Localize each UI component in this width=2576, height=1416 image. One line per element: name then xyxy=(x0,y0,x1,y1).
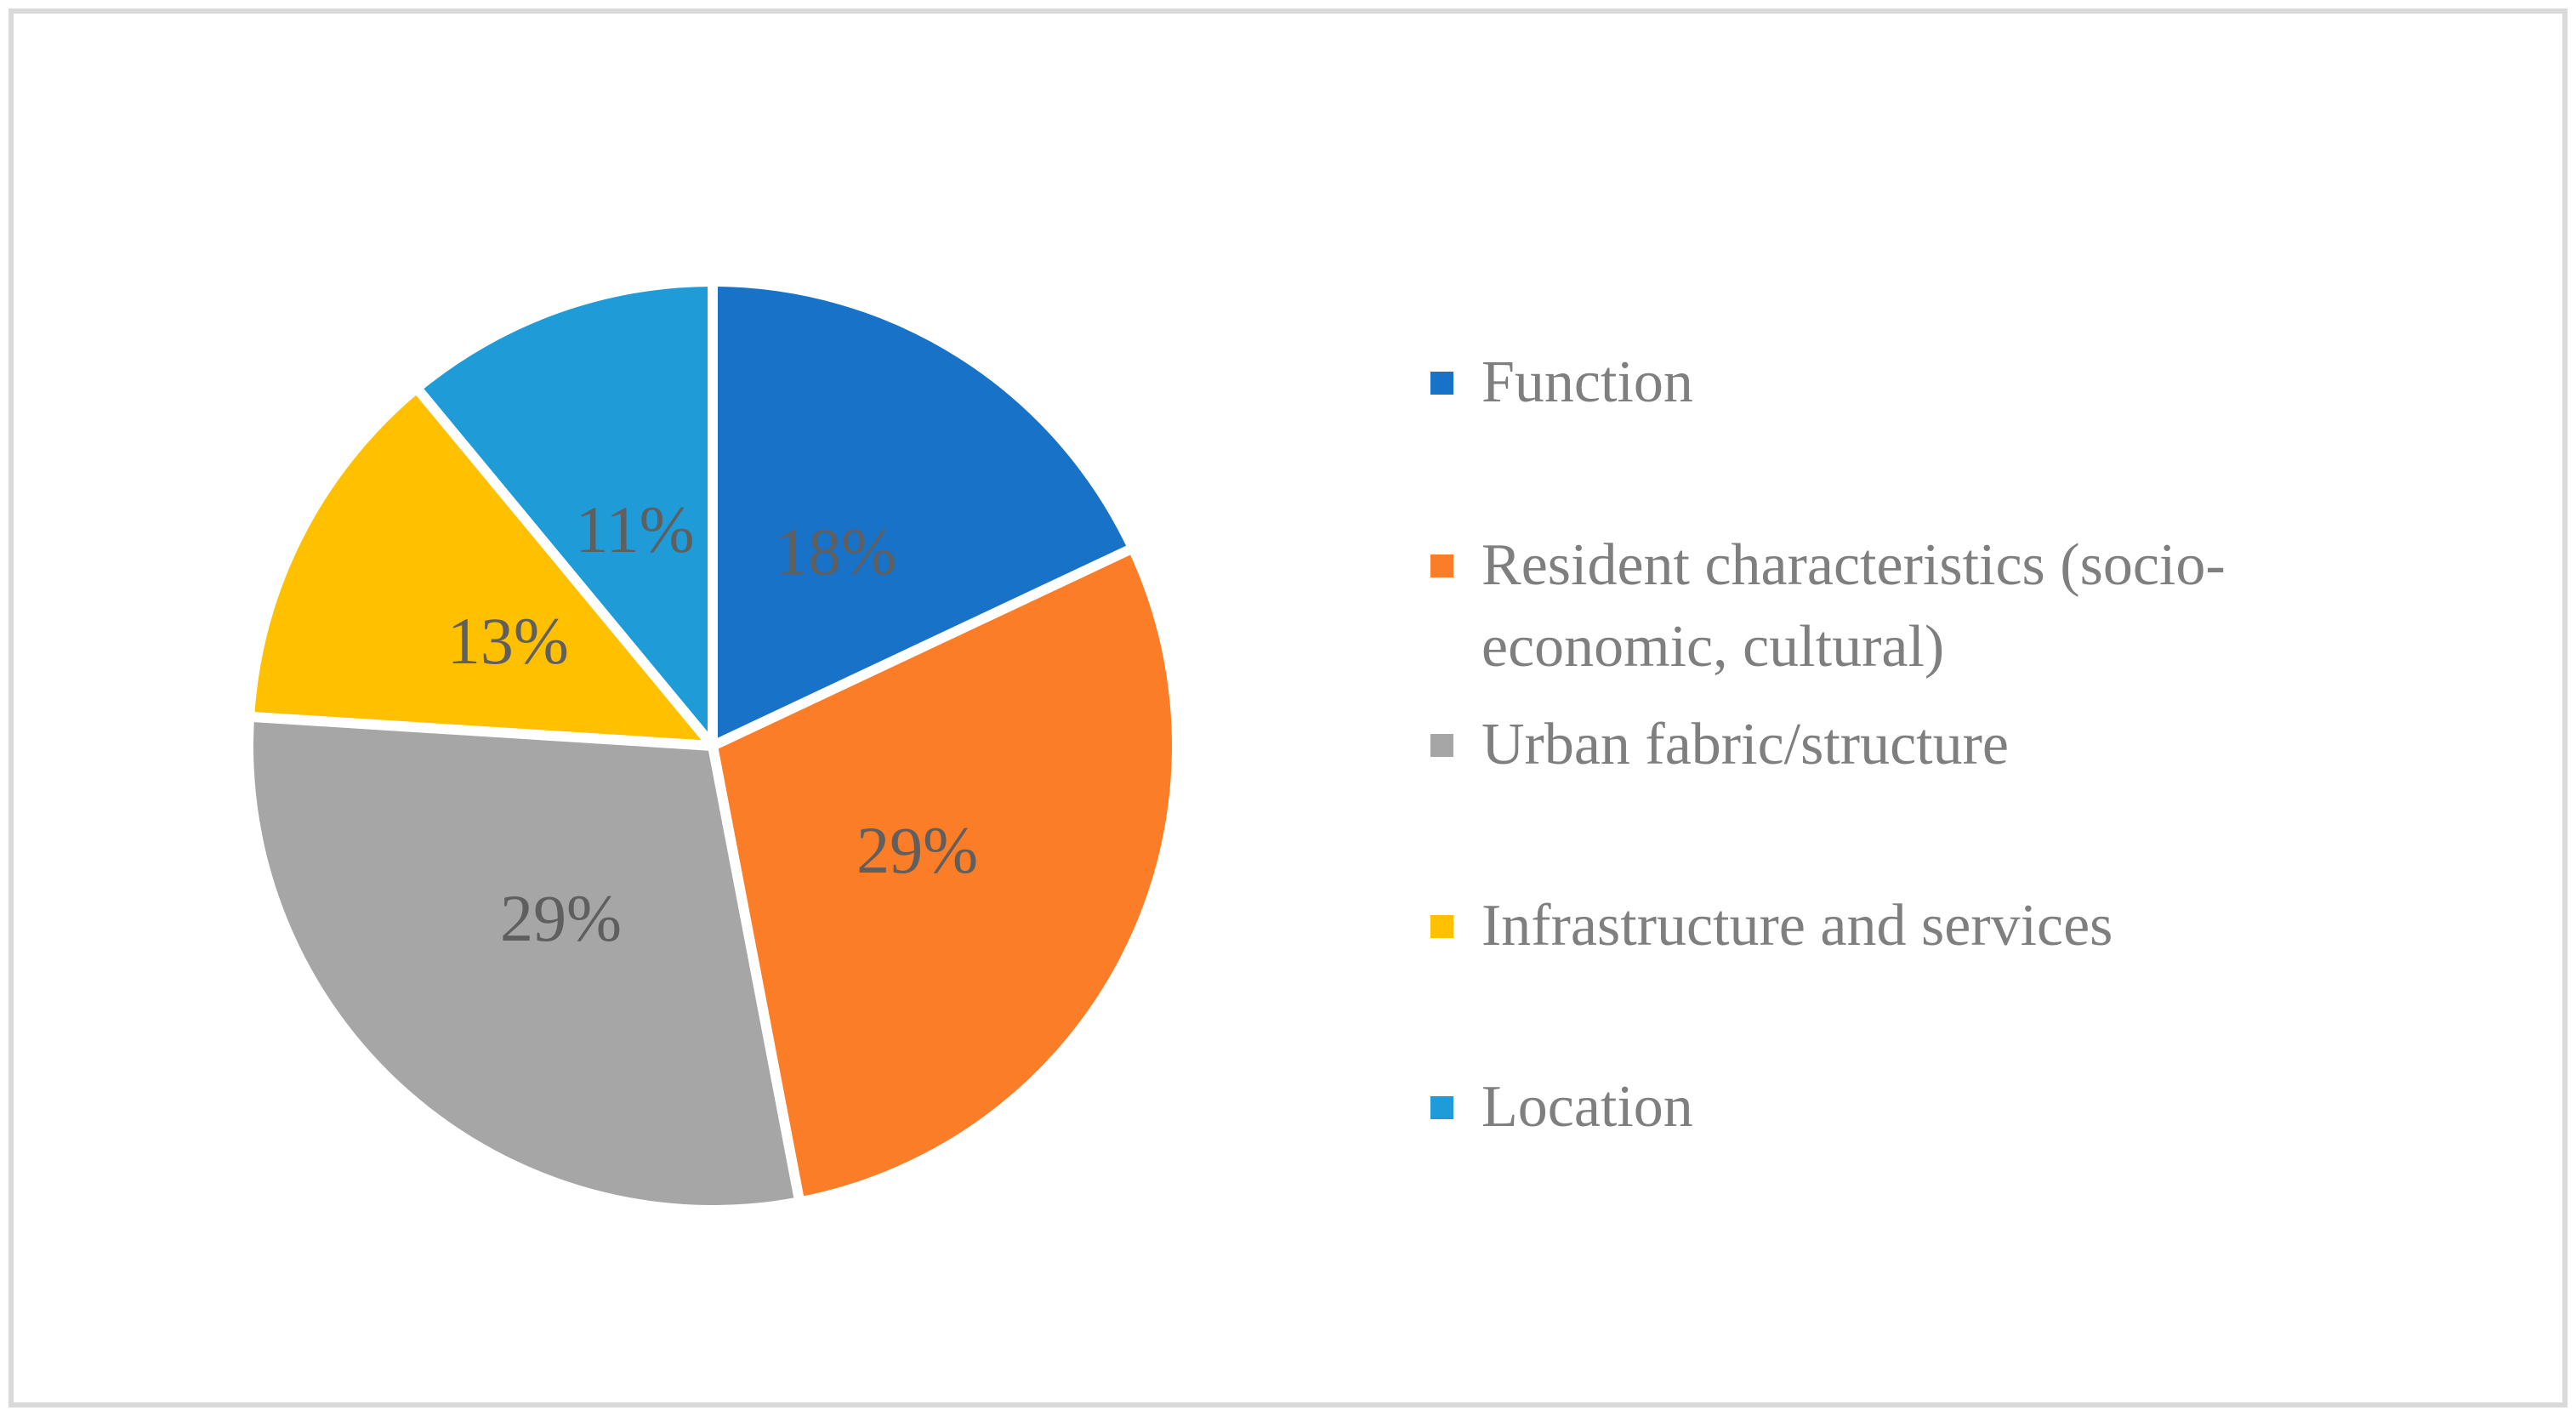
data-label-infrastructure: 13% xyxy=(446,604,569,679)
slice-gap xyxy=(710,543,1134,751)
data-label-resident-characteristics: 29% xyxy=(856,812,979,887)
slice-gap xyxy=(250,711,714,751)
data-label-function: 18% xyxy=(775,515,897,589)
pie-slice xyxy=(254,391,713,746)
slice-gap xyxy=(708,744,805,1202)
data-label-location: 11% xyxy=(575,492,695,566)
pie-slice xyxy=(419,287,713,746)
figure-border xyxy=(9,9,2567,1407)
pie-slice xyxy=(713,550,1172,1197)
pie-slice xyxy=(253,717,799,1205)
slice-gap xyxy=(413,386,717,749)
pie-slice xyxy=(713,287,1129,746)
data-label-urban-fabric: 29% xyxy=(499,880,622,955)
